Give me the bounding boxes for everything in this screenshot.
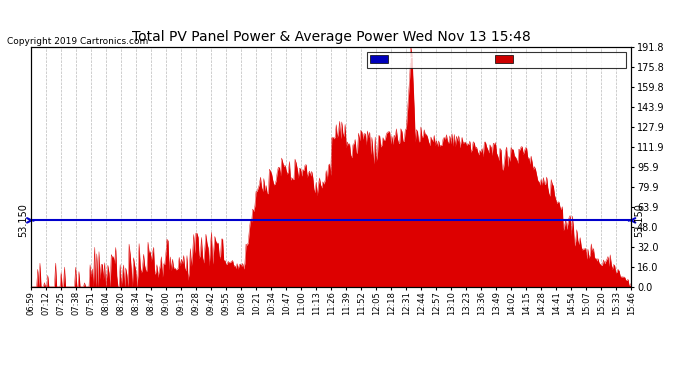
Title: Total PV Panel Power & Average Power Wed Nov 13 15:48: Total PV Panel Power & Average Power Wed… bbox=[132, 30, 531, 44]
Text: 53.150: 53.150 bbox=[634, 203, 644, 237]
Text: 53.150: 53.150 bbox=[18, 203, 28, 237]
Text: Copyright 2019 Cartronics.com: Copyright 2019 Cartronics.com bbox=[7, 38, 148, 46]
Legend: Average  (DC Watts), PV Panels  (DC Watts): Average (DC Watts), PV Panels (DC Watts) bbox=[367, 52, 627, 68]
